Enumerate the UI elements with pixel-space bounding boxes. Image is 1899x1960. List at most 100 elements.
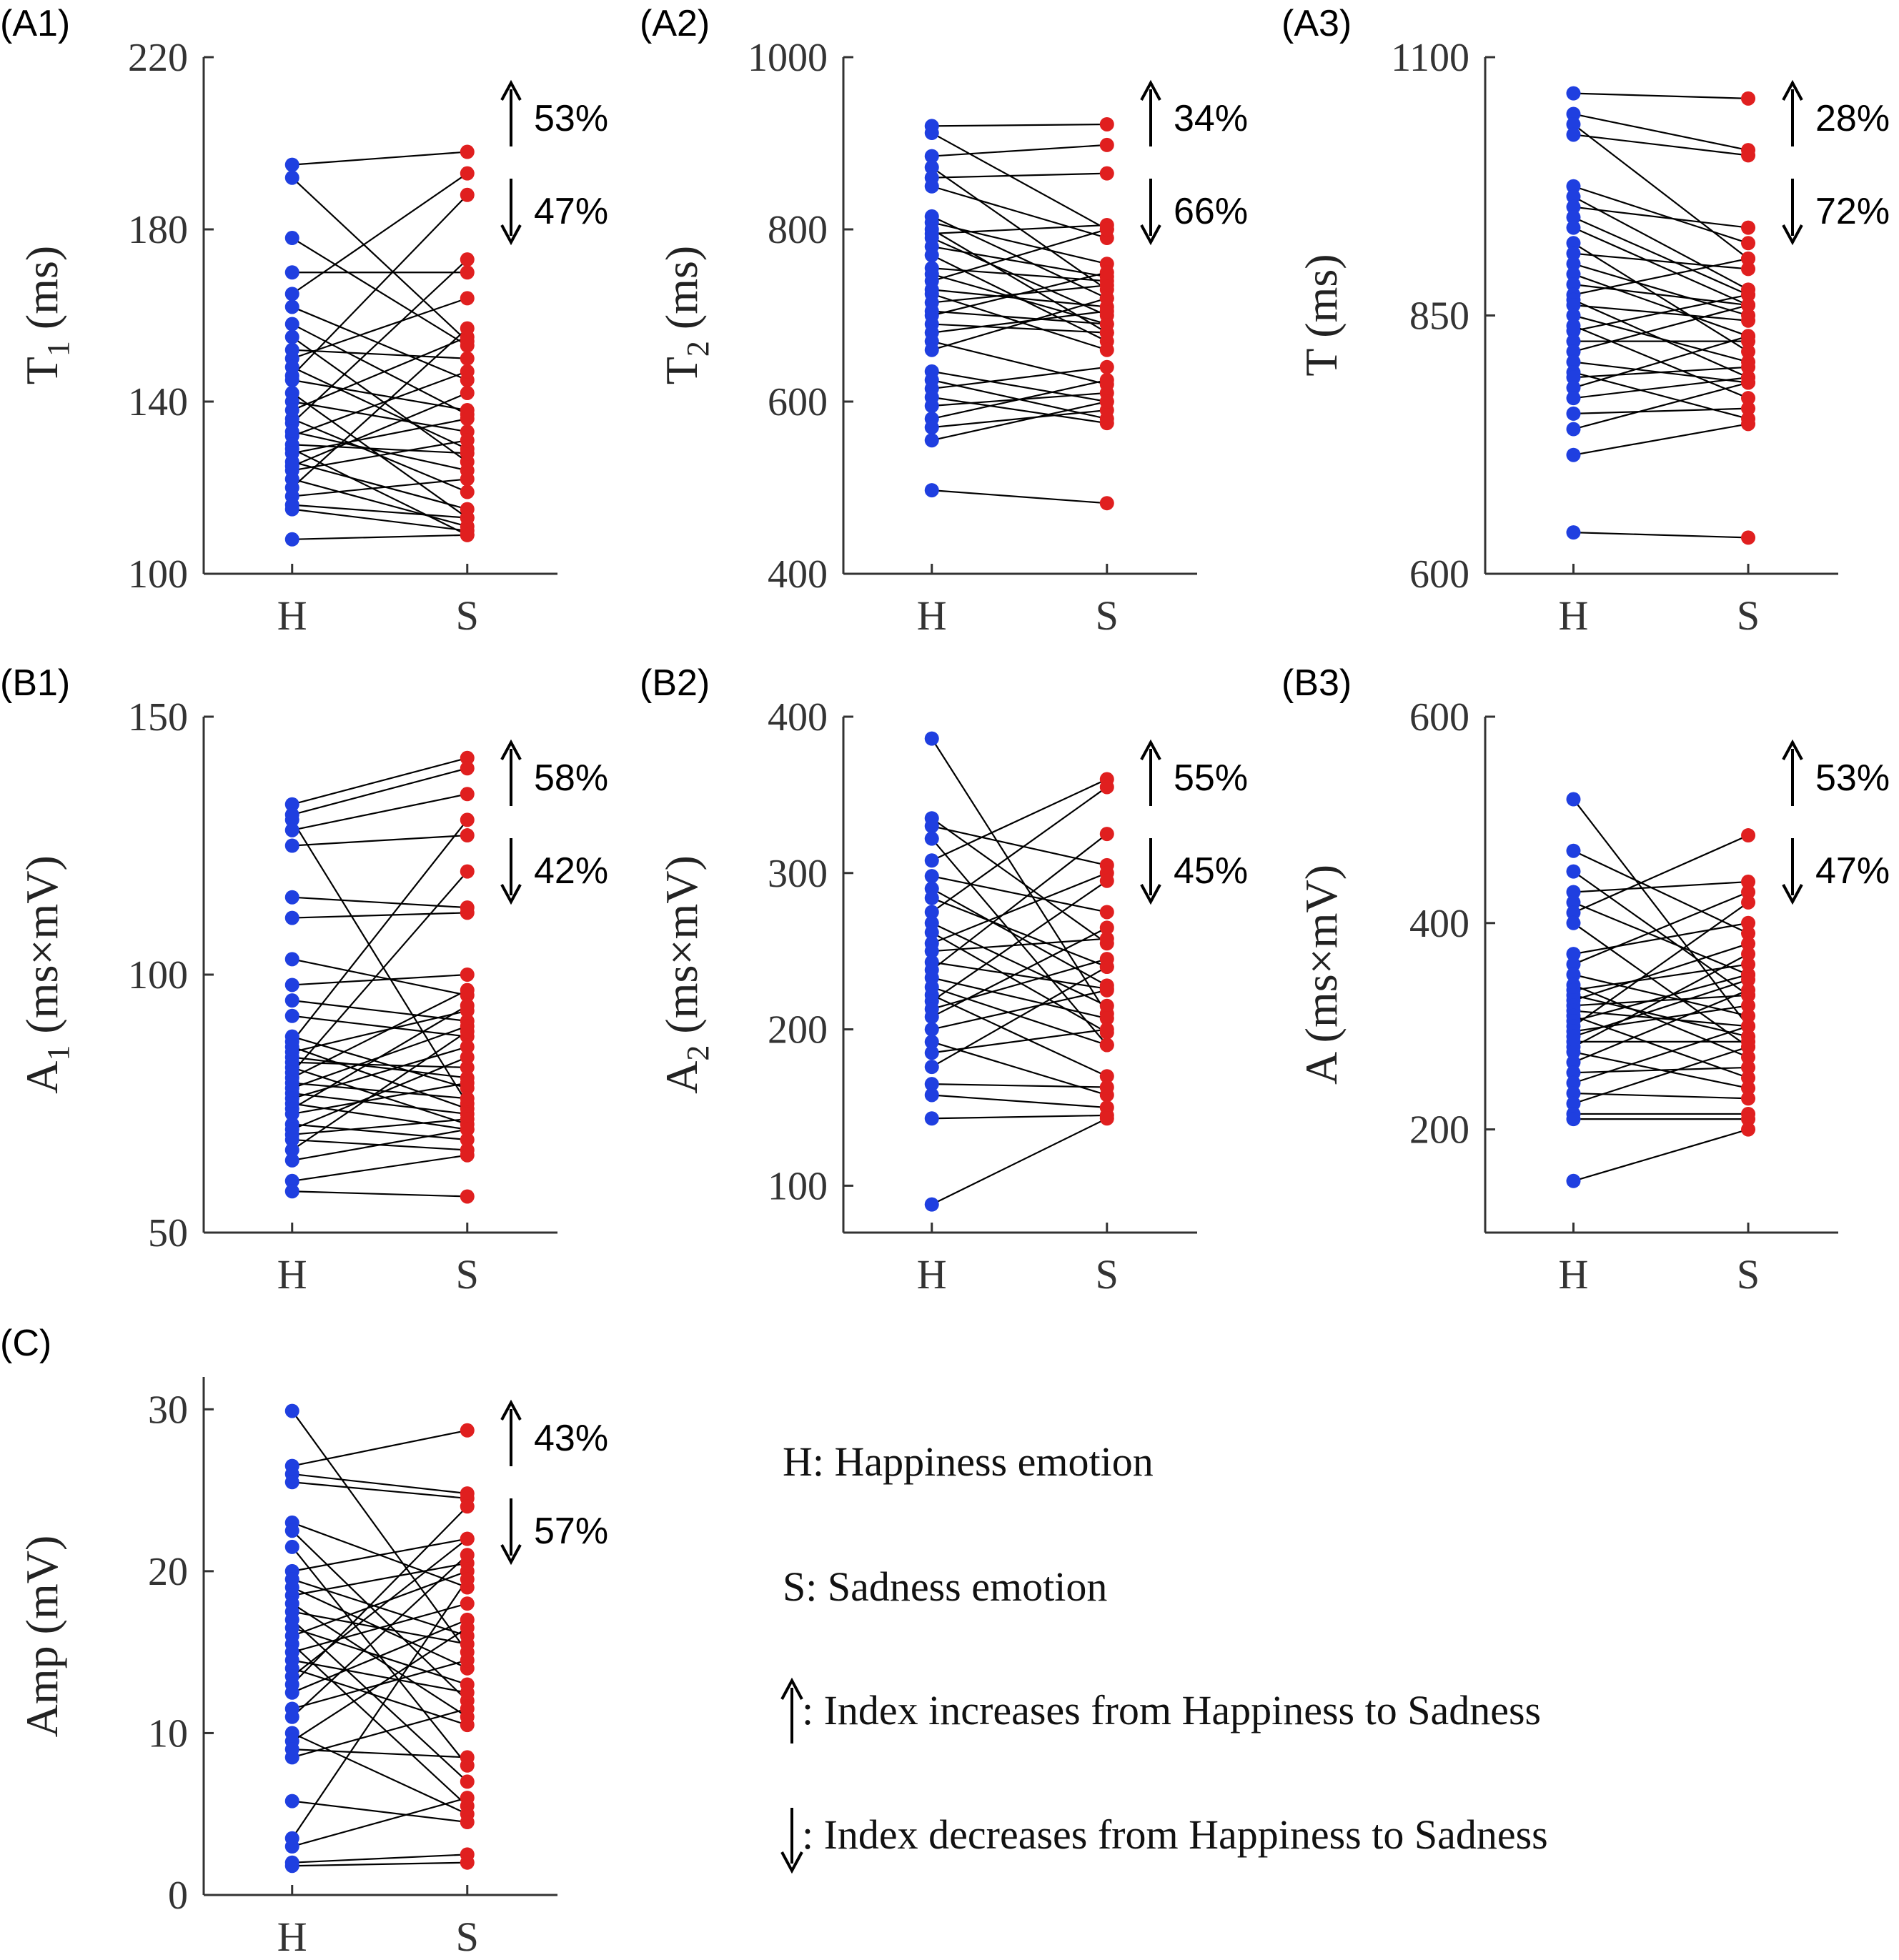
- pair-line: [292, 1103, 467, 1130]
- happiness-point: [1566, 236, 1581, 251]
- happiness-point: [284, 1539, 299, 1554]
- pair-line: [292, 1748, 467, 1758]
- sadness-point: [460, 1701, 475, 1716]
- pair-line: [292, 1667, 468, 1726]
- happiness-point: [284, 838, 299, 853]
- happiness-point: [1566, 106, 1581, 121]
- up-arrow-icon: [1782, 739, 1803, 806]
- happiness-point: [1566, 447, 1581, 462]
- pair-line: [931, 880, 1108, 1003]
- pair-line: [1572, 196, 1749, 291]
- points: [284, 1403, 475, 1874]
- happiness-point: [284, 1750, 299, 1765]
- happiness-point: [924, 420, 939, 435]
- up-arrow-icon: [500, 1399, 522, 1466]
- sadness-point: [460, 1621, 475, 1636]
- pair-line: [1573, 294, 1749, 332]
- down-arrow-icon: [1782, 838, 1803, 905]
- happiness-point: [284, 532, 299, 547]
- pair-line: [292, 478, 467, 497]
- x-tick-label: S: [456, 1251, 479, 1298]
- happiness-point: [284, 502, 299, 517]
- pair-line: [931, 897, 1108, 968]
- pair-line: [1573, 1046, 1749, 1105]
- sadness-point: [460, 1548, 475, 1563]
- sadness-point: [1741, 344, 1756, 359]
- pair-line: [292, 461, 468, 510]
- y-tick-label: 30: [148, 1388, 188, 1432]
- sadness-point: [460, 1091, 475, 1106]
- happiness-point: [1566, 406, 1581, 421]
- legend-s: S: Sadness emotion: [783, 1563, 1107, 1610]
- pair-line: [1573, 377, 1749, 399]
- happiness-point: [284, 1839, 299, 1854]
- x-tick-label: H: [277, 1251, 307, 1298]
- sadness-point: [1741, 401, 1756, 416]
- sadness-point: [1099, 359, 1114, 374]
- pair-line: [1573, 880, 1749, 893]
- sadness-point: [1741, 972, 1756, 988]
- sadness-point: [1099, 998, 1114, 1013]
- x-tick-label: H: [1559, 1251, 1589, 1298]
- pair-line: [292, 534, 467, 540]
- sadness-point: [460, 1596, 475, 1611]
- y-axis-title-sub: 2: [680, 1045, 715, 1061]
- pair-line: [1573, 273, 1749, 337]
- sadness-point: [1741, 329, 1756, 344]
- sadness-point: [1099, 372, 1114, 387]
- sadness-point: [460, 864, 475, 879]
- down-arrow-icon: [1140, 179, 1161, 246]
- pair-line: [292, 1861, 467, 1867]
- pair-line: [1573, 304, 1749, 353]
- points: [1566, 792, 1756, 1188]
- pair-line: [931, 224, 1107, 235]
- sadness-point: [460, 1791, 475, 1806]
- sadness-point: [1741, 251, 1756, 266]
- pair-line: [1573, 134, 1749, 156]
- sadness-point: [1741, 998, 1756, 1013]
- down-arrow-icon: [500, 838, 522, 905]
- pair-line: [292, 504, 467, 519]
- sadness-point: [460, 1133, 475, 1148]
- pair-line: [1573, 252, 1749, 270]
- pair-line: [931, 958, 1108, 1010]
- pair-line: [1572, 124, 1749, 259]
- happiness-point: [1566, 1096, 1581, 1111]
- pair-line: [1573, 1066, 1749, 1074]
- sadness-point: [460, 1653, 475, 1668]
- pair-line: [1573, 835, 1749, 914]
- sadness-point: [1741, 313, 1756, 328]
- sadness-point: [460, 484, 475, 499]
- sadness-point: [1741, 957, 1756, 972]
- pair-line: [931, 937, 1107, 952]
- sadness-point: [460, 905, 475, 920]
- y-axis-title: T (ms): [1296, 254, 1347, 376]
- sadness-point: [1099, 137, 1114, 152]
- pair-line: [292, 306, 468, 381]
- y-tick-label: 600: [768, 380, 828, 424]
- sadness-point: [1099, 1022, 1114, 1037]
- sadness-point: [460, 385, 475, 400]
- happiness-point: [1566, 220, 1581, 235]
- pair-line: [931, 379, 1108, 420]
- sadness-point: [460, 828, 475, 843]
- sadness-point: [1099, 265, 1114, 280]
- pair-line: [931, 817, 1108, 945]
- up-arrow-icon: [1140, 79, 1161, 146]
- y-tick-label: 150: [128, 695, 188, 740]
- happiness-point: [1566, 86, 1581, 101]
- pair-line: [931, 400, 1108, 442]
- sadness-point: [460, 433, 475, 448]
- happiness-point: [1566, 257, 1581, 272]
- pair-line: [292, 1627, 468, 1742]
- pair-line: [292, 1005, 468, 1110]
- sadness-point: [1741, 885, 1756, 900]
- pair-line: [292, 1603, 468, 1653]
- sadness-point: [460, 1189, 475, 1204]
- pair-line: [292, 439, 467, 472]
- sadness-point: [1741, 1091, 1756, 1106]
- y-axis-title-sub: 2: [680, 341, 715, 357]
- sadness-point: [1741, 1070, 1756, 1085]
- y-axis-title: Amp (mV): [16, 1536, 67, 1738]
- sadness-point: [1099, 1111, 1114, 1126]
